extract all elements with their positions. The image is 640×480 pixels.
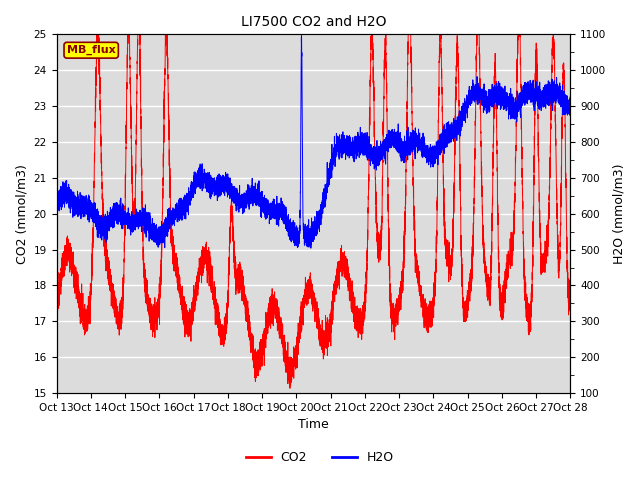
Title: LI7500 CO2 and H2O: LI7500 CO2 and H2O bbox=[241, 15, 387, 29]
CO2 bbox=[434, 172, 442, 178]
CO2 bbox=[52, 302, 60, 308]
H2O bbox=[79, 207, 86, 213]
H2O bbox=[461, 108, 469, 113]
H2O bbox=[298, 32, 305, 38]
CO2 bbox=[357, 318, 365, 324]
X-axis label: Time: Time bbox=[298, 419, 329, 432]
H2O bbox=[52, 206, 60, 212]
CO2 bbox=[461, 303, 469, 309]
CO2 bbox=[566, 295, 574, 301]
Y-axis label: CO2 (mmol/m3): CO2 (mmol/m3) bbox=[15, 164, 28, 264]
CO2 bbox=[380, 119, 387, 125]
H2O bbox=[380, 149, 387, 155]
H2O bbox=[307, 245, 315, 251]
H2O bbox=[357, 141, 365, 147]
Legend: CO2, H2O: CO2, H2O bbox=[241, 446, 399, 469]
CO2 bbox=[239, 281, 246, 287]
CO2 bbox=[94, 21, 102, 26]
H2O bbox=[239, 196, 246, 202]
CO2 bbox=[286, 385, 294, 391]
H2O bbox=[566, 107, 574, 113]
CO2 bbox=[79, 309, 86, 315]
Y-axis label: H2O (mmol/m3): H2O (mmol/m3) bbox=[612, 164, 625, 264]
Text: MB_flux: MB_flux bbox=[67, 45, 116, 55]
H2O bbox=[434, 149, 442, 155]
Line: CO2: CO2 bbox=[56, 24, 570, 388]
Line: H2O: H2O bbox=[56, 35, 570, 248]
